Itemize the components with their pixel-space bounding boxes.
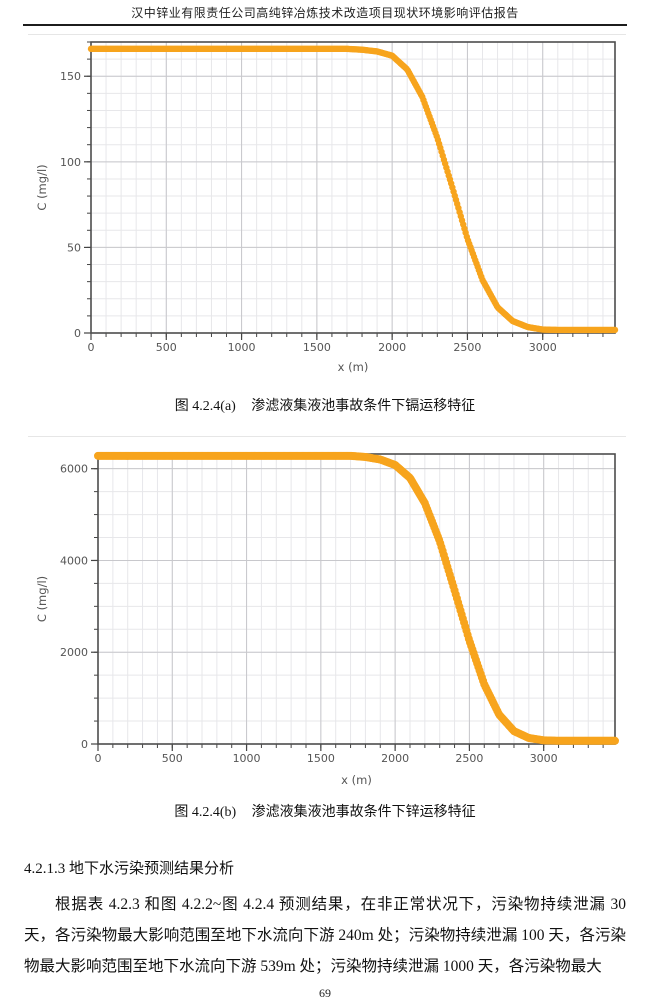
zinc-transport-figure: 0 500 1000 1500 2000 2500 3000 0 2000 4000 6000 C (… xyxy=(28,436,626,789)
svg-text:0: 0 xyxy=(88,341,95,354)
svg-text:2500: 2500 xyxy=(453,341,481,354)
svg-text:2000: 2000 xyxy=(381,752,409,765)
svg-text:2500: 2500 xyxy=(455,752,483,765)
svg-text:4000: 4000 xyxy=(60,554,88,567)
svg-text:50: 50 xyxy=(67,241,81,254)
svg-text:1000: 1000 xyxy=(228,341,256,354)
svg-text:0: 0 xyxy=(95,752,102,765)
zinc-transport-chart: 0 500 1000 1500 2000 2500 3000 0 2000 4000 6000 C (… xyxy=(28,437,626,789)
svg-text:150: 150 xyxy=(60,70,81,83)
svg-text:3000: 3000 xyxy=(529,341,557,354)
svg-text:x (m): x (m) xyxy=(338,360,369,374)
svg-text:0: 0 xyxy=(74,327,81,340)
svg-text:1500: 1500 xyxy=(303,341,331,354)
body-paragraph: 根据表 4.2.3 和图 4.2.2~图 4.2.4 预测结果，在非正常状况下，… xyxy=(24,896,626,975)
svg-text:1000: 1000 xyxy=(233,752,261,765)
svg-text:C (mg/l): C (mg/l) xyxy=(35,164,49,210)
svg-text:C (mg/l): C (mg/l) xyxy=(35,576,49,622)
page-number: 69 xyxy=(319,986,331,1000)
cadmium-transport-chart: 0 500 1000 1500 2000 2500 3000 0 50 100 150 C (mg/l… xyxy=(28,35,626,383)
svg-text:500: 500 xyxy=(162,752,183,765)
svg-text:x (m): x (m) xyxy=(341,773,372,787)
svg-text:1500: 1500 xyxy=(307,752,335,765)
svg-text:3000: 3000 xyxy=(530,752,558,765)
svg-text:100: 100 xyxy=(60,156,81,169)
figure-b-caption-number: 图 4.2.4(b) xyxy=(174,805,237,820)
figure-a-caption: 图 4.2.4(a) 渗滤液集液池事故条件下镉运移特征 xyxy=(0,395,650,415)
svg-text:2000: 2000 xyxy=(378,341,406,354)
svg-text:500: 500 xyxy=(156,341,177,354)
figure-a-caption-number: 图 4.2.4(a) xyxy=(174,399,236,414)
figure-b-caption: 图 4.2.4(b) 渗滤液集液池事故条件下锌运移特征 xyxy=(0,801,650,821)
cadmium-transport-figure: 0 500 1000 1500 2000 2500 3000 0 50 100 150 C (mg/l… xyxy=(28,34,626,383)
svg-text:2000: 2000 xyxy=(60,646,88,659)
figure-a-caption-text: 渗滤液集液池事故条件下镉运移特征 xyxy=(251,399,476,414)
svg-text:0: 0 xyxy=(81,738,88,751)
svg-text:6000: 6000 xyxy=(60,463,88,476)
page-header-title: 汉中锌业有限责任公司高纯锌冶炼技术改造项目现状环境影响评估报告 xyxy=(23,0,627,26)
figure-b-caption-text: 渗滤液集液池事故条件下锌运移特征 xyxy=(251,805,476,820)
section-heading: 4.2.1.3 地下水污染预测结果分析 xyxy=(24,861,235,877)
